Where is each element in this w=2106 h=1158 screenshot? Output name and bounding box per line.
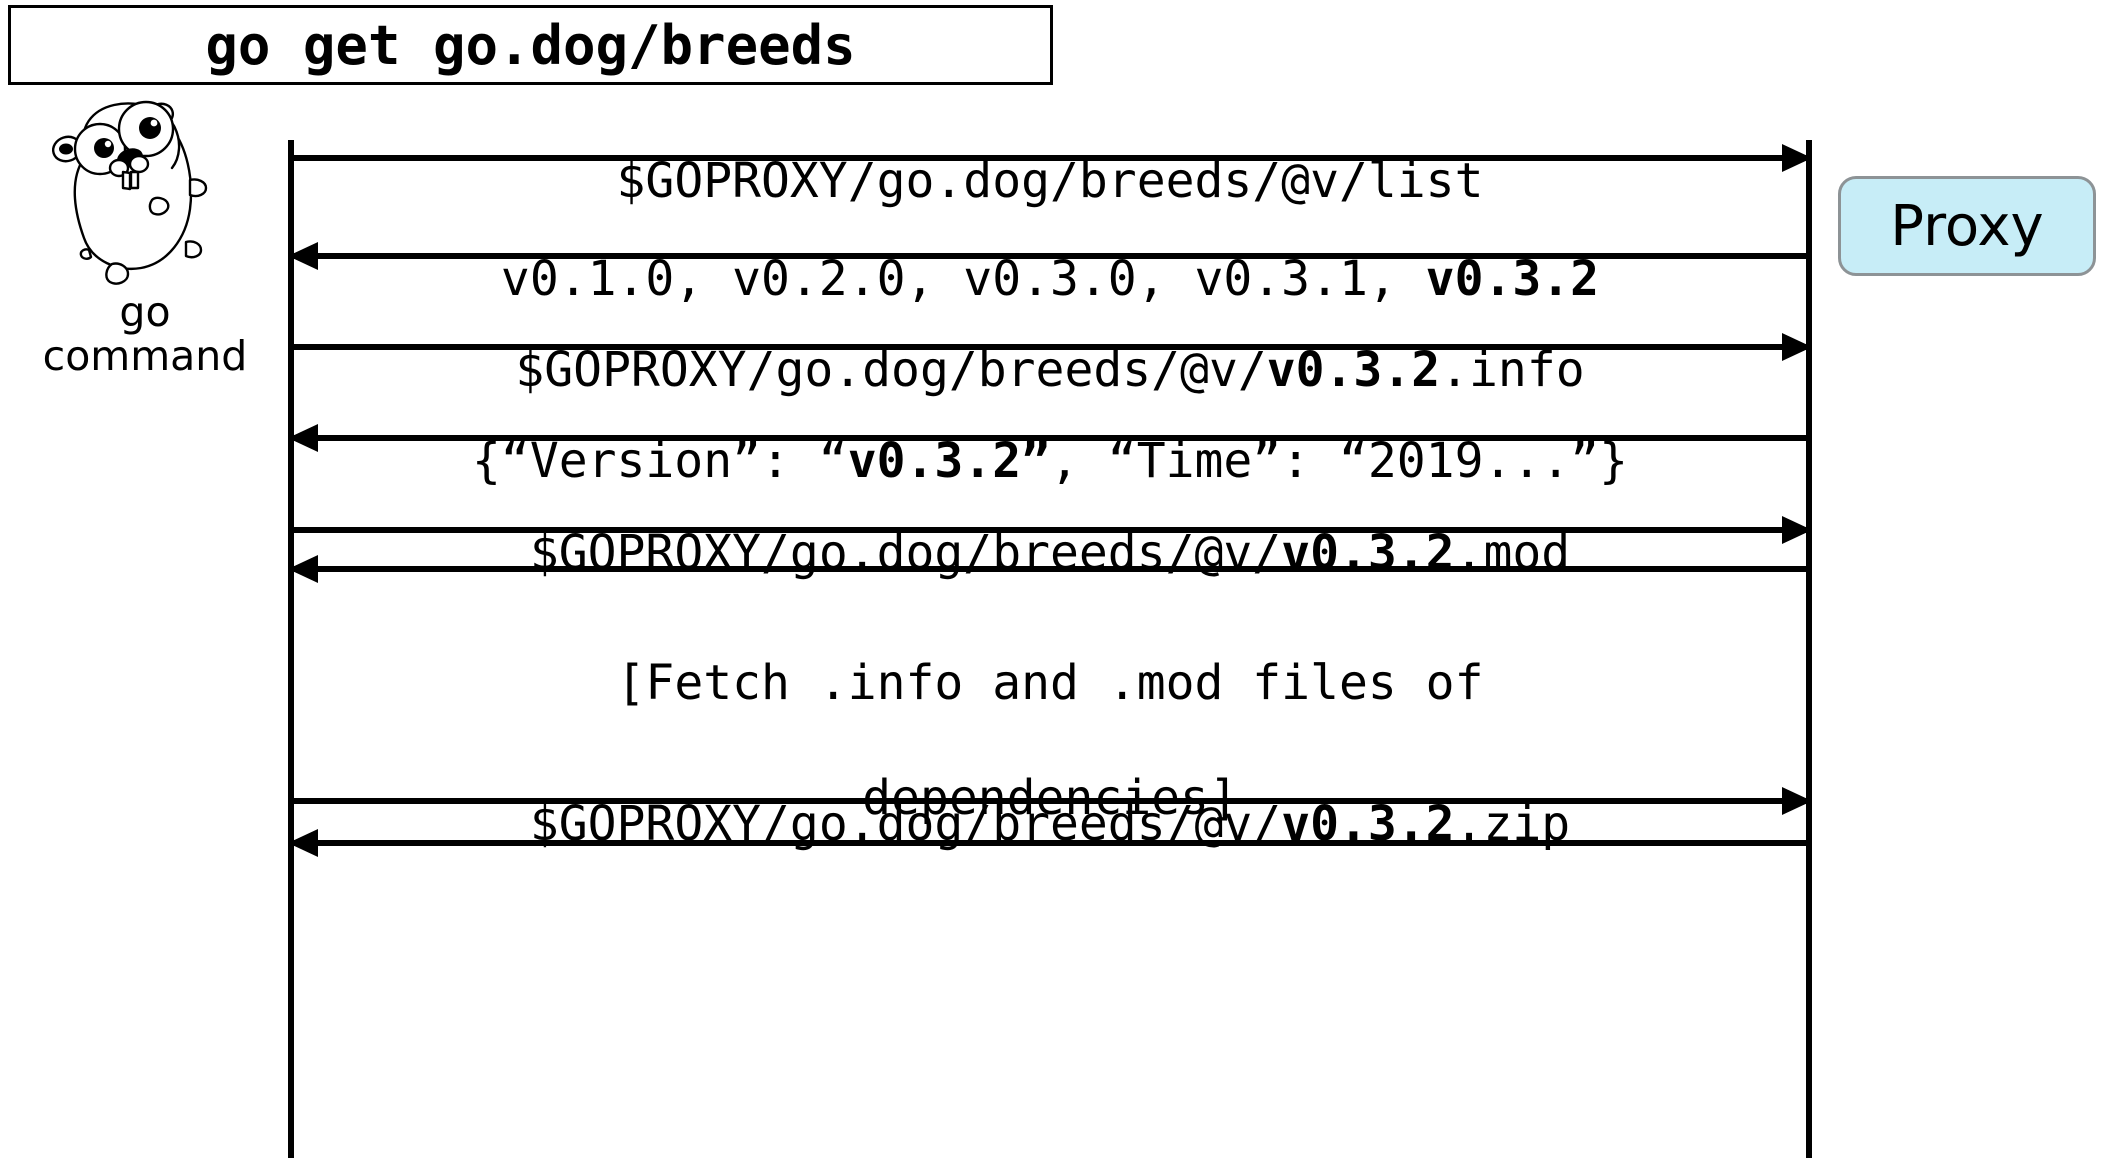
- page-title: go get go.dog/breeds: [205, 13, 856, 77]
- arrow-head-left-icon: [288, 555, 318, 583]
- arrow-line: [290, 155, 1810, 161]
- message-label-zip-request: $GOPROXY/go.dog/breeds/@v/v0.3.2.zip: [292, 741, 1808, 852]
- message-label-mod-request: $GOPROXY/go.dog/breeds/@v/v0.3.2.mod: [292, 470, 1808, 581]
- info-request-prefix: $GOPROXY/go.dog/breeds/@v/: [515, 341, 1267, 398]
- info-response-suffix: , “Time”: “2019...”}: [1050, 432, 1628, 489]
- arrow-head-left-icon: [288, 829, 318, 857]
- lifeline-proxy: [1806, 140, 1812, 1158]
- info-request-suffix: .info: [1440, 341, 1585, 398]
- list-response-selected-version: v0.3.2: [1425, 250, 1600, 307]
- mod-request-version: v0.3.2: [1281, 524, 1455, 581]
- arrow-head-left-icon: [288, 242, 318, 270]
- arrow-head-right-icon: [1782, 144, 1812, 172]
- info-request-version: v0.3.2: [1266, 341, 1441, 398]
- go-gopher-icon: [51, 100, 208, 285]
- mod-request-suffix: .mod: [1454, 524, 1571, 581]
- arrow-line: [290, 527, 1810, 533]
- message-label-info-request: $GOPROXY/go.dog/breeds/@v/v0.3.2.info: [292, 287, 1808, 398]
- info-response-version: v0.3.2”: [847, 432, 1050, 489]
- info-response-prefix: {“Version”: “: [472, 432, 848, 489]
- arrow-line: [290, 566, 1810, 572]
- message-label-list-request: $GOPROXY/go.dog/breeds/@v/list: [292, 98, 1808, 209]
- actor-go-command: go command: [10, 96, 280, 379]
- arrow-line: [290, 840, 1810, 846]
- list-response-text: v0.1.0, v0.2.0, v0.3.0, v0.3.1,: [500, 250, 1426, 307]
- dependency-note-line-1: [Fetch .info and .mod files of: [616, 654, 1484, 711]
- list-request-text: $GOPROXY/go.dog/breeds/@v/list: [616, 152, 1484, 209]
- actor-go-command-label: go command: [42, 288, 248, 381]
- arrow-head-right-icon: [1782, 787, 1812, 815]
- message-label-dependency-note: [Fetch .info and .mod files of dependenc…: [292, 597, 1808, 885]
- message-label-list-response: v0.1.0, v0.2.0, v0.3.0, v0.3.1, v0.3.2: [292, 196, 1808, 307]
- arrow-line: [290, 435, 1810, 441]
- arrow-head-left-icon: [288, 424, 318, 452]
- arrow-line: [290, 344, 1810, 350]
- actor-proxy-label: Proxy: [1890, 193, 2044, 259]
- dependency-note-line-2: dependencies]: [862, 769, 1238, 826]
- arrow-head-right-icon: [1782, 333, 1812, 361]
- arrow-head-right-icon: [1782, 516, 1812, 544]
- arrow-line: [290, 798, 1810, 804]
- actor-proxy: Proxy: [1838, 176, 2096, 276]
- command-title-box: go get go.dog/breeds: [8, 5, 1053, 85]
- mod-request-prefix: $GOPROXY/go.dog/breeds/@v/: [529, 524, 1282, 581]
- lifeline-go-command: [288, 140, 294, 1158]
- arrow-line: [290, 253, 1810, 259]
- message-label-info-response: {“Version”: “v0.3.2”, “Time”: “2019...”}: [292, 378, 1808, 489]
